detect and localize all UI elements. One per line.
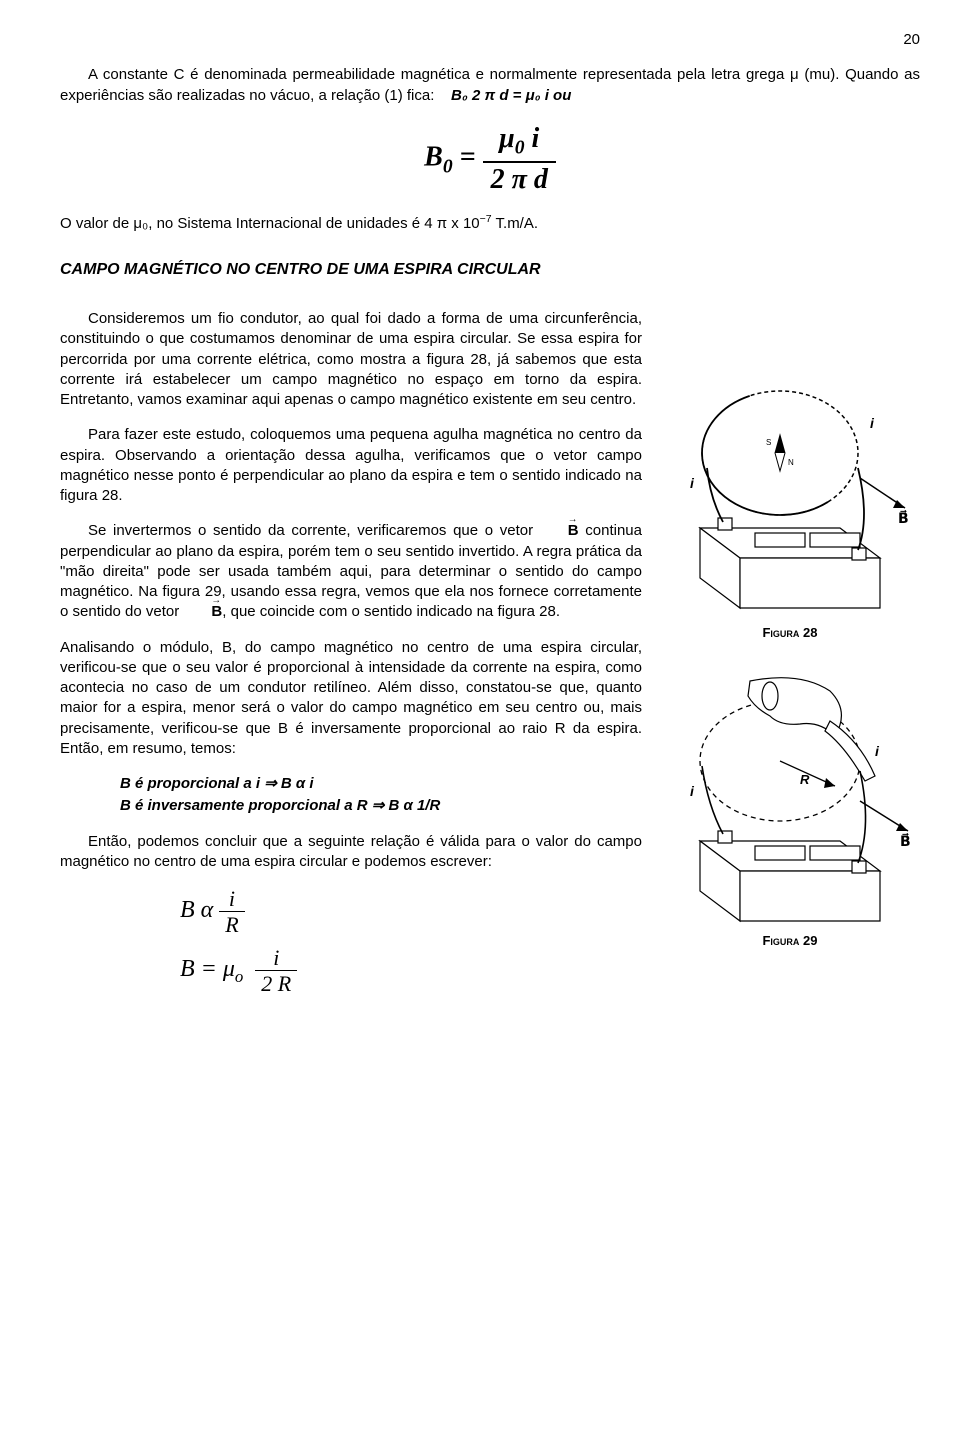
figure-column: S N i i B⃗ Figura 28 [660,294,920,949]
body-p3a: Se invertermos o sentido da corrente, ve… [88,522,540,539]
mu0-text-lead: O valor de μ₀, no Sistema Internacional … [60,215,480,232]
body-p4: Analisando o módulo, B, do campo magnéti… [60,638,642,760]
formula2-den: R [219,912,244,936]
svg-text:i: i [875,743,880,759]
two-column-layout: Consideremos um fio condutor, ao qual fo… [60,294,920,1005]
body-p2: Para fazer este estudo, coloquemos uma p… [60,425,642,506]
relation-1: B é proporcional a i ⇒ B α i [120,774,642,794]
body-p1: Consideremos um fio condutor, ao qual fo… [60,309,642,410]
body-p3c: , que coincide com o sentido indicado na… [222,603,560,620]
formula-fraction: μ0 i 2 π d [483,124,556,195]
formula-b-mu: B = μo i 2 R [180,946,642,995]
formula-lhs: B [424,141,443,172]
svg-text:R: R [800,772,810,787]
formula-num-sub: 0 [515,137,525,158]
svg-text:B⃗: B⃗ [900,832,911,849]
formula3-frac: i 2 R [255,946,297,995]
formula-b0: B0 = μ0 i 2 π d [60,124,920,195]
mu0-exp: −7 [480,213,492,225]
relation-2: B é inversamente proporcional a R ⇒ B α … [120,796,642,816]
relation-2-text: B é inversamente proporcional a R ⇒ B α … [120,797,440,814]
vector-b-2: B [183,602,222,622]
svg-text:S: S [766,438,771,447]
formula2-lhs: B α [180,897,219,923]
text-column: Consideremos um fio condutor, ao qual fo… [60,294,642,1005]
mu0-text-tail: T.m/A. [492,215,538,232]
svg-text:B⃗: B⃗ [898,510,909,527]
figure-29-caption: Figura 29 [762,932,817,950]
inline-equation: B₀ 2 π d = μ₀ i ou [451,87,571,104]
svg-text:i: i [690,783,695,799]
formula2-num: i [219,887,244,912]
figure-28: S N i i B⃗ Figura 28 [660,358,920,642]
relation-1-text: B é proporcional a i ⇒ B α i [120,775,314,792]
body-p3: Se invertermos o sentido da corrente, ve… [60,521,642,622]
formula-eq: = [460,141,483,172]
formula2-frac: i R [219,887,244,936]
intro-paragraph-2: O valor de μ₀, no Sistema Internacional … [60,212,920,234]
formula3-num: i [255,946,297,971]
figure-29-svg: R i i B⃗ [660,666,920,926]
figure-28-caption: Figura 28 [762,624,817,642]
svg-text:i: i [870,415,875,431]
figure-29: R i i B⃗ Figura 29 [660,666,920,950]
svg-text:N: N [788,458,794,467]
formula3-den: 2 R [255,971,297,995]
formula-b-alpha: B α i R [180,887,642,936]
intro-paragraph-1: A constante C é denominada permeabilidad… [60,65,920,106]
formula-lhs-sub: 0 [443,156,453,177]
vector-b-1: B [540,521,579,541]
formula3-lhs: B = μ [180,956,235,982]
figure-28-svg: S N i i B⃗ [660,358,920,618]
body-p5: Então, podemos concluir que a seguinte r… [60,832,642,873]
section-heading: CAMPO MAGNÉTICO NO CENTRO DE UMA ESPIRA … [60,259,920,281]
formula-den: 2 π d [483,163,556,194]
formula-num-i: i [525,123,540,154]
formula-num-mu: μ [499,123,515,154]
figure-spacer [660,294,920,334]
svg-text:i: i [690,475,695,491]
page-number: 20 [60,30,920,50]
formula3-sub: o [235,967,243,986]
